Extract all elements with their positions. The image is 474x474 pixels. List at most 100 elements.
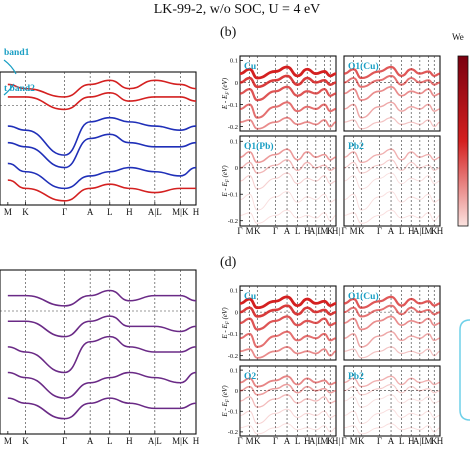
annotation-band2: t band2	[4, 84, 35, 94]
right-x-tick-label: M	[424, 436, 432, 446]
right-x-tick-label: H	[408, 226, 415, 236]
weighted-band-1	[239, 74, 337, 89]
weighted-band-2	[239, 394, 337, 408]
y-tick-label: -0.2	[228, 218, 238, 225]
right-x-tick-label: K	[254, 226, 261, 236]
annotation-arrow-2	[3, 83, 15, 96]
right-x-tick-label: M	[246, 226, 254, 236]
weighted-band-0	[239, 65, 337, 80]
weighted-band-4	[239, 346, 337, 359]
right-x-tick-label: L	[399, 436, 405, 446]
band-line-2	[7, 335, 197, 374]
weighted-band-0	[239, 148, 337, 164]
right-x-tick-label: M	[246, 436, 254, 446]
projected-panel-b-3: 0.1 0 -0.1 -0.2 O1(Pb)	[228, 135, 337, 227]
left-panel-c: M K Γ A L H A|L M|K H	[0, 269, 200, 446]
x-tick-label: M|K	[172, 207, 189, 217]
weighted-band-4	[239, 116, 337, 130]
right-x-tick-label: K	[327, 436, 334, 446]
right-x-tick-label: Γ	[377, 226, 382, 236]
weighted-band-3	[239, 330, 337, 348]
projected-panel-d-4: Pb2	[343, 365, 441, 437]
left-panel-a: M K Γ A L H A|L M|K H	[0, 71, 200, 217]
weighted-band-2	[343, 172, 441, 190]
weighted-band-4	[343, 117, 441, 130]
weighted-band-4	[343, 423, 441, 435]
y-tick-label: 0.1	[230, 58, 238, 65]
annotation-arrow-1	[3, 59, 17, 75]
weighted-band-4	[239, 423, 337, 435]
weighted-band-3	[343, 101, 441, 119]
weighted-band-2	[343, 394, 441, 408]
projected-panel-b-4: Pb2	[343, 135, 441, 227]
x-tick-label: K	[22, 436, 29, 446]
right-x-tick-label: H|	[332, 436, 340, 446]
band-line-0	[7, 289, 197, 307]
projected-panel-frame	[343, 135, 441, 227]
x-tick-label: A	[87, 207, 94, 217]
weighted-band-0	[343, 295, 441, 309]
weighted-band-3	[239, 408, 337, 425]
x-tick-label: H	[193, 436, 200, 446]
right-x-tick-label: K	[254, 436, 261, 446]
weighted-band-1	[239, 304, 337, 318]
y-tick-label: -0.2	[228, 124, 238, 131]
y-tick-label: -0.1	[228, 192, 238, 199]
y-tick-label: 0.1	[230, 288, 238, 295]
weighted-band-1	[343, 74, 441, 88]
y-tick-label: -0.2	[228, 429, 238, 436]
y-tick-label: 0.1	[230, 139, 238, 146]
y-tick-label: -0.1	[228, 102, 238, 109]
right-x-tick-label: A	[284, 226, 291, 236]
right-x-tick-label: A|L	[309, 226, 323, 236]
projected-panel-d-1: 0.1 0 -0.1 -0.2 Cu	[228, 285, 337, 361]
weighted-band-0	[343, 65, 441, 80]
right-x-tick-label: M	[320, 226, 328, 236]
x-tick-label: M	[4, 436, 12, 446]
band-line-1	[7, 91, 197, 111]
x-tick-label: L	[107, 436, 113, 446]
right-x-tick-label: K	[358, 436, 365, 446]
weighted-band-0	[343, 148, 441, 164]
right-x-tick-label: A|L	[309, 436, 323, 446]
colorbar-label: We	[452, 32, 464, 42]
right-x-tick-label: H	[408, 436, 415, 446]
right-x-tick-label: A|L	[413, 436, 427, 446]
weighted-band-3	[239, 101, 337, 119]
weighted-band-3	[239, 191, 337, 211]
right-x-tick-label: H	[437, 226, 444, 236]
projected-panel-frame	[239, 135, 337, 227]
panel-letter-b: (b)	[220, 25, 237, 40]
right-projected-panels: (b) (d) 0.1 0 -0.1 -0.2 Cu O1(Cu) 0.1 0 -0.1 -0.2 O1…	[220, 25, 444, 446]
right-x-tick-label: Γ	[341, 436, 346, 446]
weighted-band-0	[239, 295, 337, 310]
right-x-tick-label: H	[437, 436, 444, 446]
x-tick-label: A	[87, 436, 94, 446]
projected-panel-label: O1(Cu)	[348, 291, 379, 302]
right-x-tick-label: H	[304, 226, 311, 236]
x-tick-label: M	[4, 207, 12, 217]
right-x-tick-label: H|	[332, 226, 340, 236]
y-axis-label: E - EF (eV)	[221, 385, 231, 418]
weighted-band-2	[239, 315, 337, 331]
right-x-tick-label: A|L	[413, 226, 427, 236]
x-tick-label: Γ	[62, 436, 67, 446]
right-x-tick-label: A	[388, 436, 395, 446]
right-x-tick-label: M	[320, 436, 328, 446]
band-line-2	[7, 116, 197, 156]
colorbar: We	[452, 32, 469, 227]
right-x-tick-label: Γ	[273, 436, 278, 446]
band-line-5	[7, 179, 196, 202]
band-line-3	[7, 133, 197, 169]
y-axis-label: E - EF (eV)	[221, 77, 231, 110]
weighted-band-1	[239, 159, 337, 174]
projected-panel-label: Pb2	[348, 142, 364, 152]
y-tick-label: 0	[235, 309, 238, 316]
annotation-band1: band1	[4, 48, 30, 58]
x-tick-label: H	[126, 436, 133, 446]
figure-annotations: band1 t band2 We	[3, 32, 471, 421]
weighted-band-1	[343, 304, 441, 318]
x-tick-label: H	[126, 207, 133, 217]
weighted-band-1	[239, 383, 337, 396]
right-x-tick-label: Γ	[237, 226, 242, 236]
